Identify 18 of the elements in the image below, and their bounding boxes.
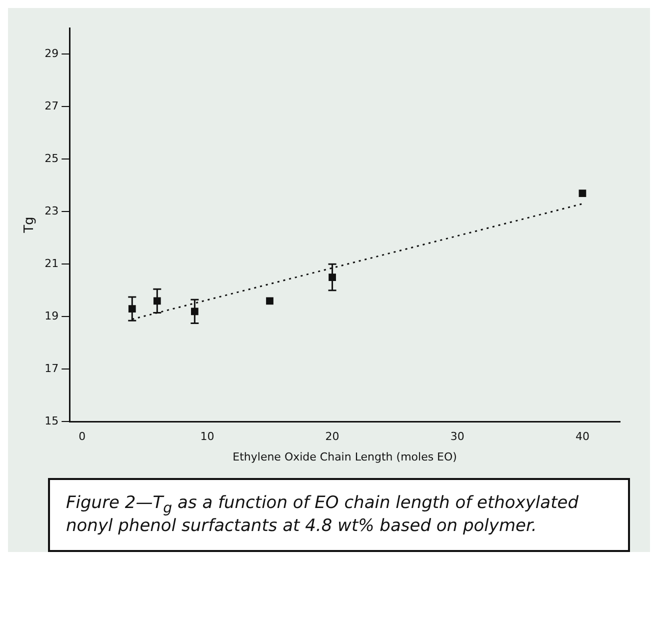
y-tick-label: 25: [44, 152, 59, 166]
y-axis-title: Tg: [22, 216, 38, 234]
x-tick-label: 10: [200, 430, 214, 444]
x-tick-label: 20: [325, 430, 340, 444]
y-tick-label: 23: [44, 204, 59, 218]
x-tick-label: 40: [575, 430, 590, 444]
y-tick-label: 29: [44, 47, 59, 60]
point: [266, 297, 274, 305]
y-tick-label: 19: [44, 310, 59, 322]
x-tick-label: 30: [450, 430, 464, 444]
y-tick-label: 17: [44, 362, 59, 375]
y-tick-label: 21: [44, 257, 59, 270]
y-tick-label: 27: [44, 100, 59, 113]
y-tick-label: 15: [44, 414, 59, 428]
x-axis-title: Ethylene Oxide Chain Length (moles EO): [232, 450, 457, 464]
x-tick-label: 0: [78, 430, 86, 444]
caption: Figure 2—T$_{g}$ as a function of EO chain length of ethoxylated nonyl phenol surfactants at 4.8 wt% based on polymer.: [48, 478, 630, 552]
point: [578, 190, 586, 197]
